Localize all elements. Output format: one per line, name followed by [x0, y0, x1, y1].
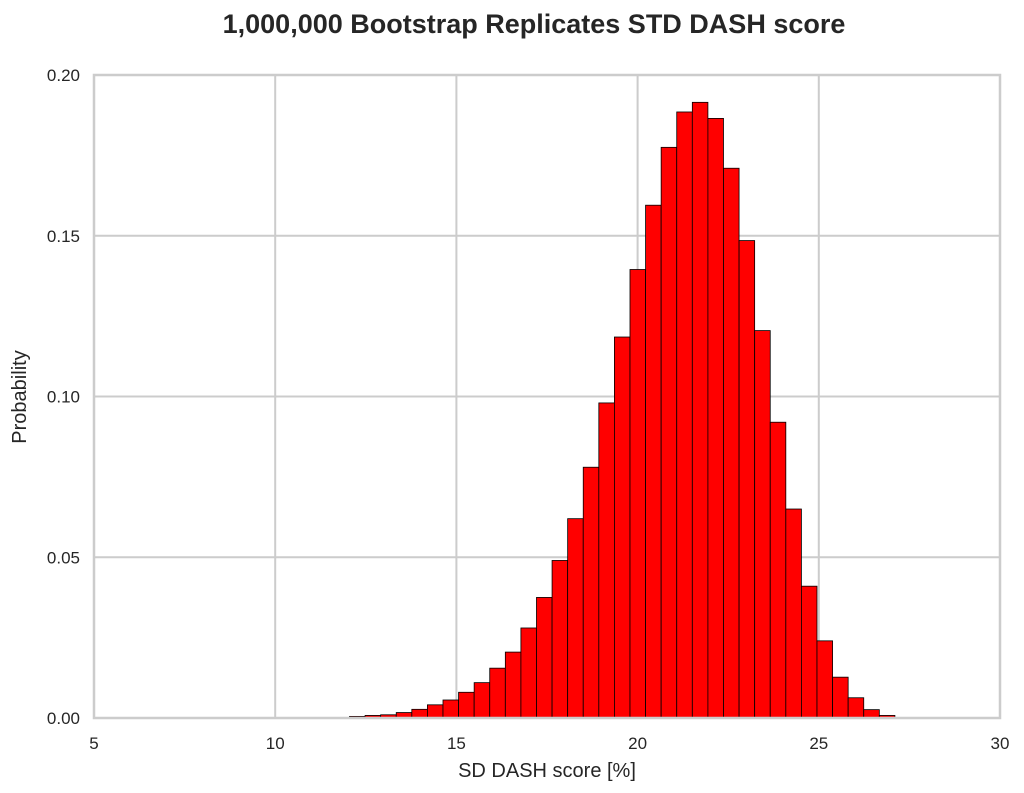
histogram-bar — [614, 336, 631, 719]
histogram-bar — [676, 111, 693, 719]
histogram-bar — [863, 709, 880, 719]
x-tick-label: 5 — [89, 734, 98, 753]
y-tick-labels: 0.00 0.05 0.10 0.15 0.20 — [47, 66, 80, 728]
histogram-bar — [832, 676, 849, 719]
x-tick-label: 30 — [991, 734, 1010, 753]
y-tick-label: 0.20 — [47, 66, 80, 85]
bars — [349, 101, 896, 719]
plot-frame — [92, 73, 1002, 720]
y-tick-label: 0.10 — [47, 388, 80, 407]
histogram-bar — [847, 697, 865, 719]
histogram-bar — [707, 118, 724, 719]
x-tick-labels: 5 10 15 20 25 30 — [89, 734, 1009, 753]
y-tick-label: 0.15 — [47, 227, 80, 246]
y-tick-label: 0.05 — [47, 548, 80, 567]
histogram-bar — [442, 699, 459, 719]
x-tick-label: 25 — [809, 734, 828, 753]
histogram-bar — [769, 421, 787, 719]
histogram-bar — [629, 269, 646, 719]
histogram-bar — [691, 101, 709, 719]
histogram-bar — [427, 704, 444, 719]
histogram-bar — [567, 518, 584, 719]
histogram-bar — [504, 651, 522, 719]
histogram-bar — [660, 146, 678, 719]
histogram-bar — [489, 667, 506, 719]
histogram-bar — [458, 691, 475, 719]
histogram-bar — [598, 402, 615, 719]
histogram-bar — [754, 330, 771, 719]
x-tick-label: 10 — [266, 734, 285, 753]
x-axis-label: SD DASH score [%] — [458, 760, 636, 782]
histogram-bar — [723, 167, 740, 719]
x-tick-label: 20 — [628, 734, 647, 753]
histogram-bar — [738, 240, 756, 719]
histogram-bar — [473, 682, 491, 719]
histogram-bar — [411, 708, 428, 719]
histogram-bar — [801, 585, 818, 719]
histogram-bar — [785, 508, 802, 719]
histogram-bar — [816, 640, 833, 719]
histogram-bar — [551, 560, 569, 719]
y-tick-label: 0.00 — [47, 709, 80, 728]
chart-title: 1,000,000 Bootstrap Replicates STD DASH … — [223, 9, 846, 39]
histogram-bar — [536, 597, 553, 719]
histogram-bar — [520, 627, 537, 719]
histogram-bar — [645, 204, 662, 719]
x-tick-label: 15 — [447, 734, 466, 753]
histogram-bar — [582, 466, 600, 719]
y-axis-label: Probability — [9, 350, 31, 443]
